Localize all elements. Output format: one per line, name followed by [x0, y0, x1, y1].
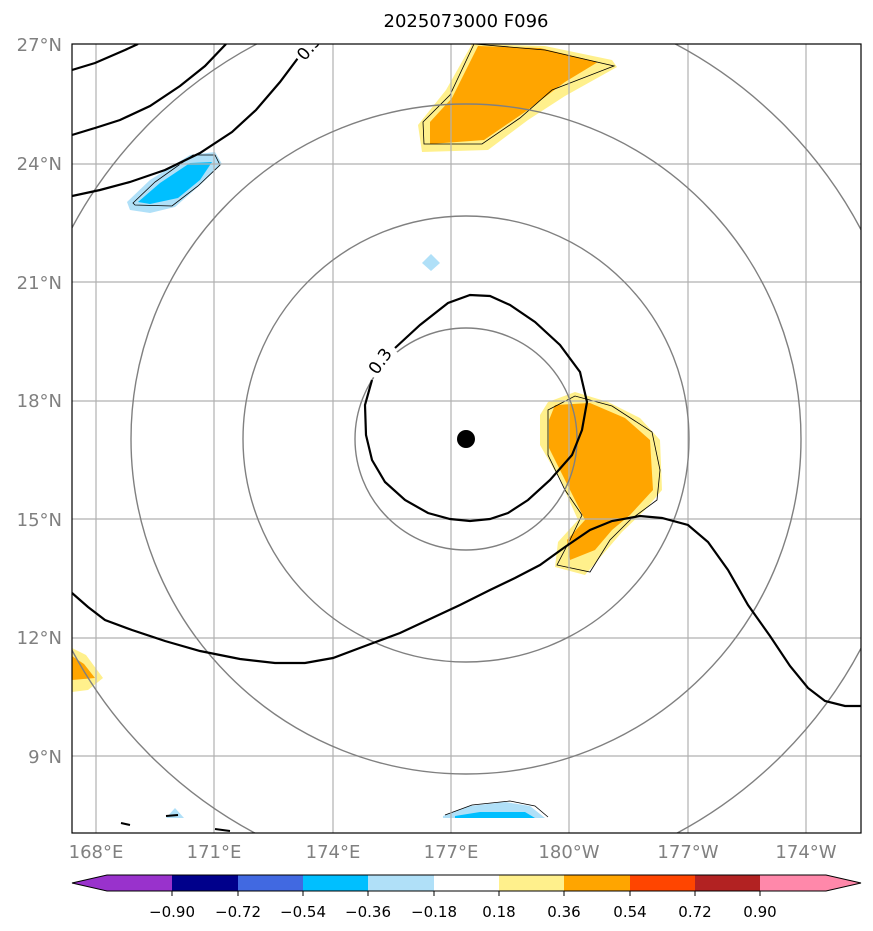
- y-tick-label: 18°N: [17, 391, 62, 412]
- y-tick-label: 12°N: [17, 628, 62, 649]
- colorbar-segment: [303, 875, 368, 891]
- positive-anomaly-contour: [547, 395, 661, 573]
- colorbar-segment: [368, 875, 434, 891]
- contour-lines: [72, 44, 861, 708]
- colorbar-tick-label: 0.90: [743, 903, 776, 921]
- colorbar-extend-max: [826, 875, 861, 891]
- colorbar-tick-label: 0.54: [613, 903, 646, 921]
- colorbar-segment: [630, 875, 695, 891]
- contour-line: [72, 57, 299, 198]
- negative-anomaly-contour: [132, 154, 221, 207]
- colorbar-segment: [760, 875, 826, 891]
- x-tick-label: 180°W: [538, 842, 599, 863]
- negative-anomaly-core: [455, 812, 535, 818]
- positive-anomaly-contour: [422, 44, 616, 145]
- colorbar-tick-label: −0.54: [280, 903, 326, 921]
- contour-line: [363, 293, 589, 523]
- colorbar-outline: [71, 874, 862, 892]
- x-tick-label: 177°E: [424, 842, 479, 863]
- range-ring: [242, 215, 690, 663]
- coastline: [120, 814, 231, 832]
- contour-line: [72, 44, 227, 137]
- colorbar-segment: [172, 875, 238, 891]
- colorbar-tick-label: 0.18: [482, 903, 515, 921]
- colorbar-tick-label: −0.90: [149, 903, 195, 921]
- x-tick-label: 177°W: [657, 842, 718, 863]
- negative-anomaly-core: [138, 162, 212, 204]
- colorbar-tick-label: 0.36: [547, 903, 580, 921]
- x-tick-label: 168°E: [69, 842, 124, 863]
- colorbar-segment: [238, 875, 303, 891]
- colorbar-segment: [695, 875, 760, 891]
- x-tick-label: 174°W: [775, 842, 836, 863]
- y-axis-labels: 27°N 24°N 21°N 18°N 15°N 12°N 9°N: [17, 35, 62, 768]
- colorbar: [71, 874, 862, 896]
- positive-anomaly-core: [549, 403, 653, 560]
- colorbar-segment: [499, 875, 564, 891]
- gridlines: [72, 44, 861, 833]
- x-axis-labels: 168°E 171°E 174°E 177°E 180°W 177°W 174°…: [69, 842, 837, 863]
- y-tick-label: 9°N: [28, 747, 62, 768]
- range-ring: [130, 103, 802, 775]
- contour-line: [72, 44, 139, 72]
- contour-label: 0.3: [293, 31, 326, 65]
- colorbar-tick-label: −0.36: [345, 903, 391, 921]
- positive-anomaly-core: [430, 46, 598, 144]
- map-frame: [71, 43, 862, 834]
- positive-anomaly-core: [72, 656, 95, 680]
- colorbar-segment: [564, 875, 630, 891]
- storm-center-marker: [457, 430, 475, 448]
- colorbar-segment: [434, 875, 499, 891]
- negative-anomaly-outer: [422, 254, 440, 271]
- colorbar-tick-label: −0.18: [411, 903, 457, 921]
- anomaly-shading: [72, 44, 662, 818]
- chart-title: 2025073000 F096: [384, 11, 549, 32]
- colorbar-tick-label: 0.72: [678, 903, 711, 921]
- y-tick-label: 24°N: [17, 154, 62, 175]
- colorbar-segment: [106, 875, 172, 891]
- x-tick-label: 174°E: [306, 842, 361, 863]
- range-rings: [72, 44, 861, 833]
- colorbar-labels: −0.90 −0.72 −0.54 −0.36 −0.18 0.18 0.36 …: [149, 903, 777, 921]
- y-tick-label: 27°N: [17, 35, 62, 56]
- negative-anomaly-contour: [444, 800, 549, 818]
- y-tick-label: 15°N: [17, 510, 62, 531]
- y-tick-label: 21°N: [17, 273, 62, 294]
- x-tick-label: 171°E: [187, 842, 242, 863]
- colorbar-tick-label: −0.72: [215, 903, 261, 921]
- colorbar-extend-min: [72, 875, 107, 891]
- range-ring: [354, 327, 578, 551]
- contour-line: [72, 514, 861, 708]
